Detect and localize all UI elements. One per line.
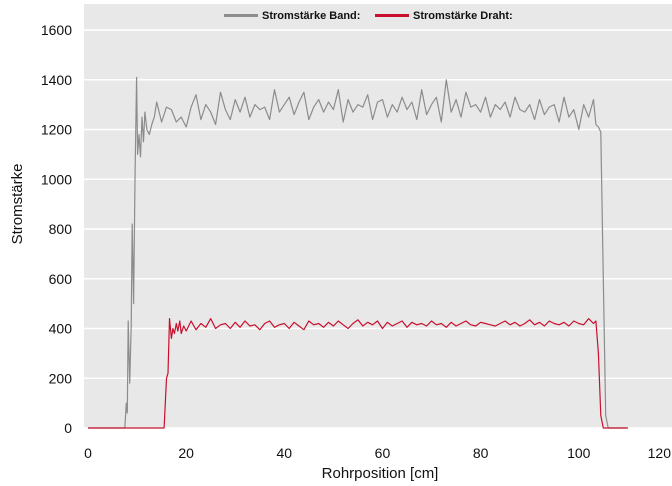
x-tick-label: 40 xyxy=(277,445,293,461)
y-axis-label: Stromstärke xyxy=(9,164,26,245)
x-tick-label: 20 xyxy=(178,445,194,461)
x-tick-label: 80 xyxy=(473,445,489,461)
y-tick-label: 1400 xyxy=(41,72,72,88)
y-tick-label: 1200 xyxy=(41,122,72,138)
x-tick-label: 0 xyxy=(84,445,92,461)
legend-label: Stromstärke Draht: xyxy=(413,10,513,22)
grid-lines xyxy=(84,29,672,429)
y-tick-labels: 0 200 400 600 800 1000 1200 1400 1600 xyxy=(41,22,72,436)
x-tick-label: 100 xyxy=(567,445,591,461)
y-tick-label: 600 xyxy=(49,271,73,287)
y-tick-label: 0 xyxy=(64,420,72,436)
y-tick-label: 200 xyxy=(49,370,73,386)
legend-swatch xyxy=(375,14,409,17)
legend-label: Stromstärke Band: xyxy=(262,10,360,22)
legend-swatch xyxy=(224,14,258,17)
series-line-band xyxy=(88,76,628,429)
x-axis-label: Rohrposition [cm] xyxy=(322,465,439,482)
x-tick-label: 120 xyxy=(648,445,672,461)
x-tick-labels: 0 20 40 60 80 100 120 xyxy=(84,445,671,461)
plot-background xyxy=(84,4,672,428)
series-lines xyxy=(88,76,628,429)
y-tick-label: 1000 xyxy=(41,171,72,187)
y-tick-label: 800 xyxy=(49,221,73,237)
y-tick-label: 1600 xyxy=(41,22,72,38)
legend: Stromstärke Band: Stromstärke Draht: xyxy=(224,10,513,22)
y-tick-label: 400 xyxy=(49,321,73,337)
series-line-draht xyxy=(88,318,628,429)
x-tick-label: 60 xyxy=(375,445,391,461)
